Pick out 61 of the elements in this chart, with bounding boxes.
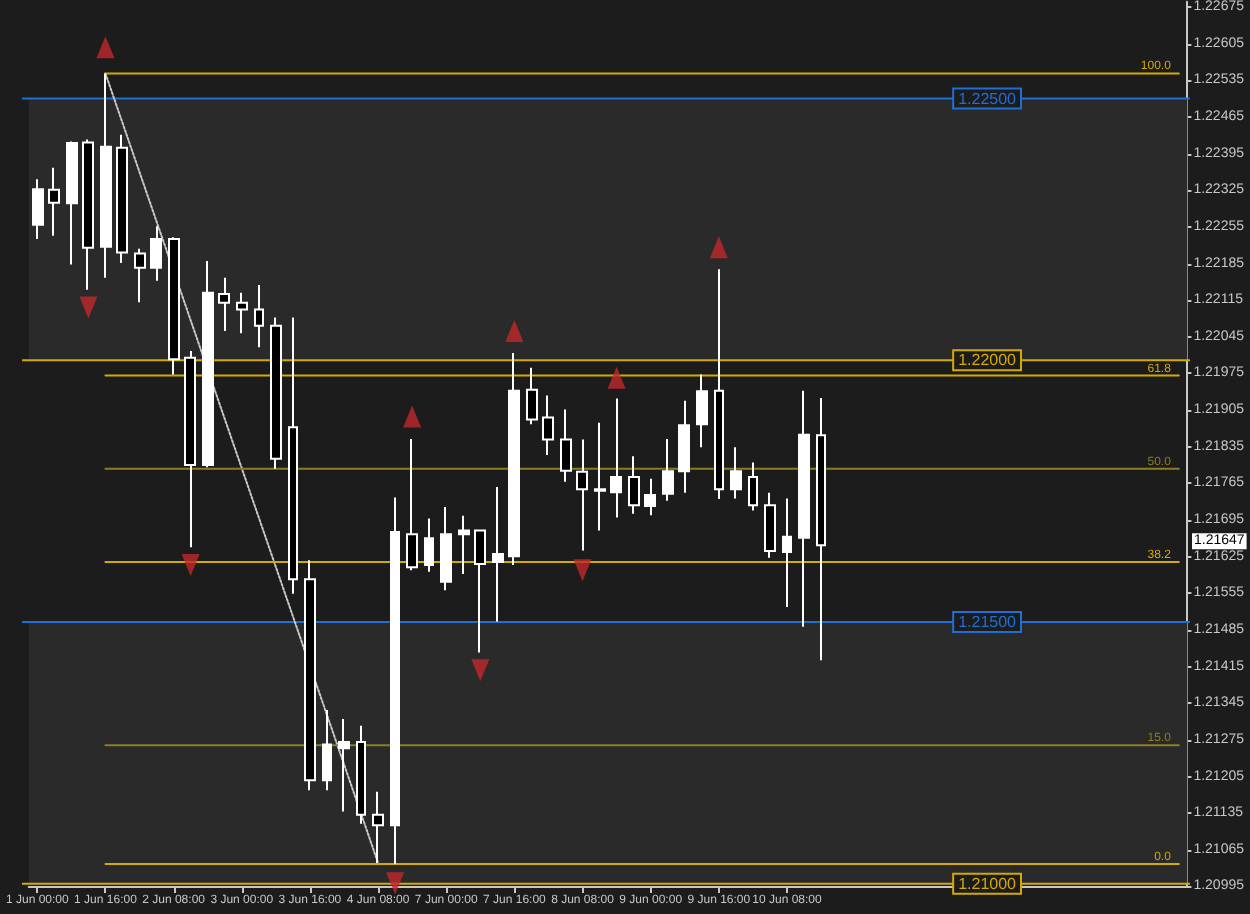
candlestick bbox=[508, 352, 520, 567]
candlestick bbox=[168, 236, 180, 376]
ref-line-label: 1.22000 bbox=[958, 351, 1018, 370]
candlestick bbox=[798, 389, 810, 628]
candlestick bbox=[406, 437, 418, 572]
candlestick bbox=[714, 268, 724, 501]
candlestick bbox=[748, 461, 758, 512]
point bbox=[607, 366, 626, 389]
candlestick bbox=[134, 247, 146, 304]
candlestick bbox=[542, 394, 554, 457]
point bbox=[471, 659, 490, 682]
ref-line-label: 1.21500 bbox=[958, 613, 1018, 632]
candlestick bbox=[218, 276, 230, 333]
candlestick bbox=[304, 559, 316, 792]
point bbox=[403, 405, 422, 428]
candlestick bbox=[270, 316, 282, 470]
candlestick bbox=[116, 133, 128, 264]
candlestick bbox=[48, 166, 60, 237]
candlestick bbox=[492, 486, 504, 623]
point bbox=[79, 296, 98, 319]
point bbox=[386, 872, 405, 895]
candlestick bbox=[576, 438, 588, 552]
candlestick bbox=[372, 790, 384, 864]
candlestick bbox=[628, 455, 640, 515]
candlestick bbox=[440, 505, 452, 592]
ref-line-label: 1.21000 bbox=[958, 874, 1018, 893]
candlestick bbox=[202, 259, 214, 469]
point bbox=[505, 320, 524, 343]
ref-line-label: 1.22500 bbox=[958, 89, 1018, 108]
candlestick bbox=[610, 397, 622, 519]
candlestick bbox=[66, 140, 78, 266]
point bbox=[573, 559, 592, 582]
candlestick bbox=[662, 437, 674, 502]
candlestick bbox=[150, 225, 162, 282]
candlestick bbox=[254, 283, 264, 349]
candlestick bbox=[32, 178, 44, 240]
point bbox=[181, 554, 200, 577]
candlestick bbox=[560, 408, 572, 483]
candlestick bbox=[338, 717, 350, 813]
candlestick bbox=[288, 316, 298, 595]
candlestick bbox=[424, 517, 434, 573]
candlestick bbox=[100, 72, 112, 279]
candlestick bbox=[696, 373, 708, 449]
candlestick bbox=[764, 491, 776, 559]
candlestick bbox=[390, 496, 400, 865]
candlestick bbox=[184, 349, 196, 549]
point bbox=[709, 236, 728, 259]
candlestick bbox=[816, 397, 826, 662]
candlestick bbox=[236, 291, 248, 335]
candlestick bbox=[782, 497, 792, 608]
candlestick bbox=[730, 446, 742, 500]
candlestick bbox=[678, 399, 690, 494]
candlestick bbox=[594, 421, 606, 532]
point bbox=[96, 36, 115, 59]
candlestick bbox=[474, 528, 486, 654]
candlestick bbox=[322, 709, 332, 792]
candlestick bbox=[526, 366, 538, 426]
candlestick bbox=[356, 724, 366, 825]
candlestick bbox=[82, 138, 94, 291]
candlestick bbox=[458, 514, 470, 575]
candlestick bbox=[644, 477, 656, 517]
